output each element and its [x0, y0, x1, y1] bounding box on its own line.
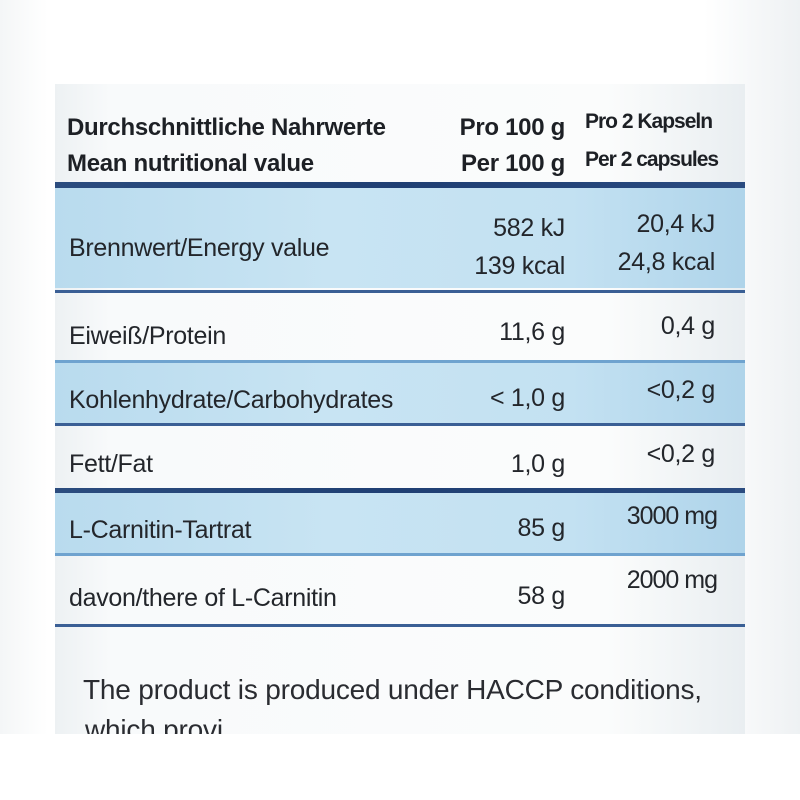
- row-carnitin-per100: 58 g: [517, 582, 566, 610]
- row-rule-3: [55, 423, 745, 426]
- row-tartrat-per100: 85 g: [517, 514, 566, 542]
- row-tartrat-name: L-Carnitin-Tartrat: [69, 516, 252, 544]
- row-band-energy: [55, 188, 745, 288]
- header-col1-de: Pro 100 g: [459, 114, 566, 141]
- row-energy-per100-kcal: 139 kcal: [474, 252, 565, 280]
- row-fat-per2: <0,2 g: [646, 440, 716, 468]
- row-band-carbs: [55, 363, 745, 423]
- footer-line-2: which provi: [85, 714, 223, 734]
- row-carnitin-name: davon/there of L-Carnitin: [69, 584, 337, 612]
- header-label-de: Durchschnittliche Nahrwerte: [67, 114, 386, 141]
- row-rule-5: [55, 553, 745, 556]
- row-protein-name: Eiweiß/Protein: [69, 322, 226, 350]
- header-rule: [55, 182, 745, 188]
- row-energy-name: Brennwert/Energy value: [69, 234, 330, 262]
- row-rule-1: [55, 290, 745, 293]
- row-rule-4: [55, 488, 745, 493]
- row-fat-per100: 1,0 g: [510, 450, 565, 478]
- table-bottom-rule: [55, 624, 745, 627]
- row-energy-per2-kcal: 24,8 kcal: [617, 248, 716, 276]
- row-band-tartrat: [55, 493, 745, 553]
- row-carnitin-per2: 2000 mg: [626, 566, 718, 594]
- row-carbs-name: Kohlenhydrate/Carbohydrates: [69, 386, 394, 414]
- header-col2-en: Per 2 capsules: [585, 148, 719, 171]
- header-col2-de: Pro 2 Kapseln: [585, 110, 713, 133]
- row-energy-per2-kj: 20,4 kJ: [636, 210, 715, 238]
- row-energy-per100-kj: 582 kJ: [493, 214, 565, 242]
- row-protein-per2: 0,4 g: [660, 312, 715, 340]
- nutrition-label: Durchschnittliche Nahrwerte Mean nutriti…: [55, 84, 745, 734]
- row-carbs-per100: < 1,0 g: [489, 384, 565, 412]
- row-carbs-per2: <0,2 g: [646, 376, 716, 404]
- row-rule-2: [55, 360, 745, 363]
- header-label-en: Mean nutritional value: [67, 150, 314, 177]
- photo-bottom-margin: [0, 734, 800, 800]
- footer-line-1: The product is produced under HACCP cond…: [83, 674, 702, 705]
- row-protein-per100: 11,6 g: [499, 318, 565, 346]
- header-col1-en: Per 100 g: [460, 150, 565, 177]
- row-tartrat-per2: 3000 mg: [626, 502, 718, 530]
- row-fat-name: Fett/Fat: [69, 450, 153, 478]
